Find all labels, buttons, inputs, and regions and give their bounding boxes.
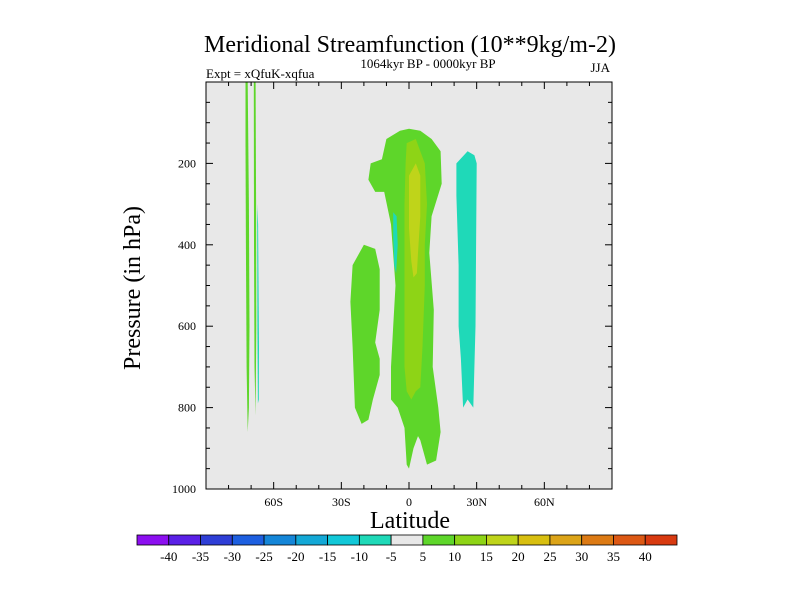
- x-tick-label: 30N: [466, 495, 487, 509]
- colorbar-label: 15: [480, 549, 493, 564]
- season-label: JJA: [590, 60, 610, 75]
- colorbar-label: -30: [224, 549, 241, 564]
- colorbar-swatch: [136, 534, 170, 546]
- colorbar-label: 30: [575, 549, 588, 564]
- x-tick-label: 60S: [264, 495, 283, 509]
- y-tick-label: 200: [178, 156, 196, 170]
- contour-region-2: [257, 204, 259, 404]
- colorbar-swatch: [327, 534, 360, 546]
- x-tick-label: 0: [406, 495, 412, 509]
- contour-region-4: [350, 244, 380, 424]
- chart-title: Meridional Streamfunction (10**9kg/m-2): [204, 32, 616, 58]
- y-tick-label: 1000: [172, 482, 196, 496]
- y-tick-label: 400: [178, 238, 196, 252]
- colorbar-label: 10: [448, 549, 461, 564]
- experiment-label: Expt = xQfuK-xqfua: [206, 66, 315, 81]
- colorbar-label: 35: [607, 549, 620, 564]
- colorbar-swatch: [454, 534, 487, 546]
- colorbar-label: 25: [543, 549, 556, 564]
- colorbar-label: -40: [160, 549, 177, 564]
- y-tick-label: 600: [178, 319, 196, 333]
- colorbar-swatch: [486, 534, 519, 546]
- colorbar-swatch: [231, 534, 265, 546]
- contour-region-6: [456, 151, 477, 408]
- colorbar-swatch: [549, 534, 583, 546]
- x-tick-label: 60N: [534, 495, 555, 509]
- colorbar-label: -35: [192, 549, 209, 564]
- colorbar-swatch: [581, 534, 614, 546]
- colorbar-label: -15: [319, 549, 336, 564]
- colorbar-label: -5: [386, 549, 397, 564]
- colorbar-swatch: [644, 534, 678, 546]
- contour-region-5: [393, 212, 398, 274]
- colorbar-swatch: [517, 534, 551, 546]
- y-tick-label: 800: [178, 401, 196, 415]
- x-axis-label: Latitude: [370, 508, 450, 534]
- colorbar-label: 40: [639, 549, 652, 564]
- colorbar-label: 20: [512, 549, 525, 564]
- colorbar-swatch: [295, 534, 328, 546]
- colorbar-label: -20: [287, 549, 304, 564]
- colorbar-swatch: [168, 534, 201, 546]
- colorbar-swatch: [390, 534, 424, 546]
- contour-regions: [245, 82, 477, 469]
- colorbar-swatch: [263, 534, 297, 546]
- contour-region-8: [409, 163, 421, 278]
- colorbar-swatch: [422, 534, 456, 546]
- colorbar-label: -10: [351, 549, 368, 564]
- axis-ticks: 60S 30S 0 30N 60N 200 400 600 800 1000: [172, 81, 613, 509]
- y-axis-label: Pressure (in hPa): [120, 206, 146, 370]
- colorbar-label: -25: [255, 549, 272, 564]
- colorbar-swatch: [200, 534, 233, 546]
- x-tick-label: 30S: [332, 495, 351, 509]
- time-range-label: 1064kyr BP - 0000kyr BP: [360, 56, 495, 71]
- contour-region-0: [245, 82, 250, 432]
- colorbar-label: 5: [420, 549, 427, 564]
- colorbar-swatch: [358, 534, 392, 546]
- colorbar: -40 -35 -30 -25 -20 -15 -10 -5 5 10 15 20 25 30 35 40: [136, 534, 678, 564]
- colorbar-swatch: [613, 534, 646, 546]
- contour-region-1: [253, 82, 257, 416]
